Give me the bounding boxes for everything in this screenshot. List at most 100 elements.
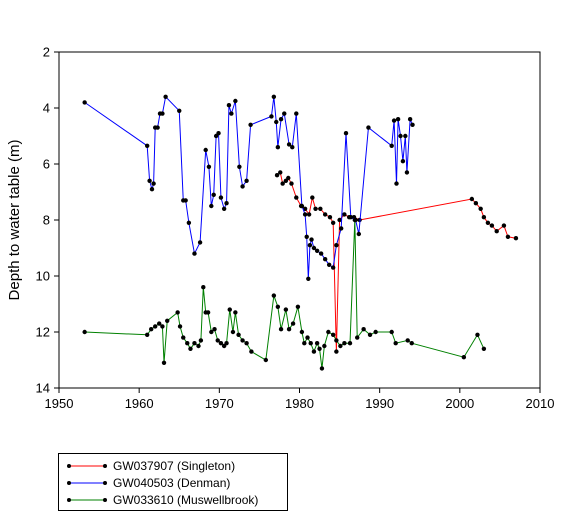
data-point	[322, 212, 328, 217]
data-point	[203, 147, 208, 153]
data-point	[233, 310, 238, 315]
legend-label-singleton: GW037907 (Singleton)	[113, 459, 236, 473]
x-tick-label: 1990	[365, 396, 394, 411]
data-point	[198, 338, 204, 343]
data-point	[311, 245, 317, 251]
y-axis-title: Depth to water table (m)	[6, 140, 23, 301]
data-point	[197, 240, 203, 245]
data-point	[181, 335, 186, 340]
data-point	[157, 321, 162, 326]
data-point	[400, 159, 406, 164]
data-point	[389, 143, 394, 148]
data-point	[395, 117, 401, 122]
data-point	[307, 243, 313, 248]
data-point	[275, 304, 281, 309]
data-point	[153, 324, 158, 329]
data-point	[244, 341, 249, 346]
data-point	[389, 329, 394, 335]
data-point	[373, 329, 378, 335]
data-point	[299, 203, 305, 209]
data-point	[338, 226, 344, 231]
data-point	[188, 346, 193, 351]
data-point	[215, 338, 220, 343]
data-point	[318, 206, 323, 211]
data-point	[163, 94, 168, 100]
y-tick-label: 6	[43, 157, 50, 172]
y-tick-label: 14	[36, 381, 50, 396]
data-point	[342, 341, 347, 346]
data-point	[305, 335, 310, 340]
data-point	[244, 178, 249, 183]
data-point	[338, 343, 343, 349]
data-point	[278, 117, 284, 122]
data-point	[155, 125, 160, 130]
data-point	[505, 234, 511, 239]
series-0	[274, 170, 519, 354]
series-2	[82, 217, 487, 371]
data-point	[165, 318, 170, 323]
x-tick-label: 1960	[125, 396, 154, 411]
data-point	[149, 187, 155, 192]
series-line	[84, 219, 485, 369]
data-point	[330, 220, 336, 225]
x-tick-label: 1980	[285, 396, 314, 411]
data-point	[322, 343, 327, 349]
data-point	[407, 117, 413, 122]
data-point	[314, 341, 320, 346]
data-point	[192, 341, 197, 346]
data-point	[302, 206, 308, 211]
data-point	[404, 170, 410, 175]
data-point	[237, 164, 242, 169]
data-point	[367, 332, 373, 337]
data-point	[478, 206, 483, 211]
data-point	[212, 327, 217, 332]
data-point	[227, 307, 232, 312]
data-point	[337, 217, 342, 223]
data-point	[240, 184, 245, 189]
legend-item-muswellbrook: GW033610 (Muswellbrook)	[59, 492, 287, 508]
legend-swatch-denman	[67, 481, 107, 485]
data-point	[469, 196, 475, 202]
data-point	[218, 195, 224, 200]
data-point	[314, 248, 320, 253]
data-point	[294, 111, 299, 116]
series-layer	[82, 94, 519, 371]
data-point	[160, 111, 165, 116]
data-point	[294, 195, 299, 200]
data-point	[209, 329, 214, 335]
data-point	[283, 307, 289, 312]
data-point	[410, 122, 415, 128]
data-point	[233, 98, 238, 104]
data-point	[209, 203, 214, 209]
data-point	[236, 332, 241, 337]
data-point	[186, 220, 192, 225]
data-point	[513, 236, 519, 241]
legend-label-muswellbrook: GW033610 (Muswellbrook)	[113, 493, 259, 507]
data-point	[391, 118, 397, 123]
data-point	[263, 357, 269, 363]
data-point	[334, 349, 339, 354]
data-point	[271, 94, 277, 100]
data-point	[334, 338, 339, 343]
data-point	[221, 206, 227, 211]
data-point	[317, 346, 322, 351]
data-point	[289, 181, 294, 186]
data-point	[352, 217, 358, 223]
legend-item-denman: GW040503 (Denman)	[59, 475, 287, 491]
x-axis: 1950 1960 1970 1980 1990 2000 2010	[45, 388, 554, 411]
data-point	[318, 251, 324, 256]
data-point	[485, 220, 491, 225]
legend: GW037907 (Singleton) GW040503 (Denman) G…	[58, 453, 288, 511]
data-point	[501, 223, 507, 228]
data-point	[240, 338, 245, 343]
legend-item-singleton: GW037907 (Singleton)	[59, 458, 287, 474]
data-point	[343, 131, 349, 136]
data-point	[271, 293, 277, 298]
data-point	[366, 125, 371, 130]
data-point	[274, 119, 279, 125]
data-point	[224, 201, 229, 206]
data-point	[311, 349, 317, 354]
data-point	[322, 257, 328, 262]
data-point	[348, 215, 354, 220]
